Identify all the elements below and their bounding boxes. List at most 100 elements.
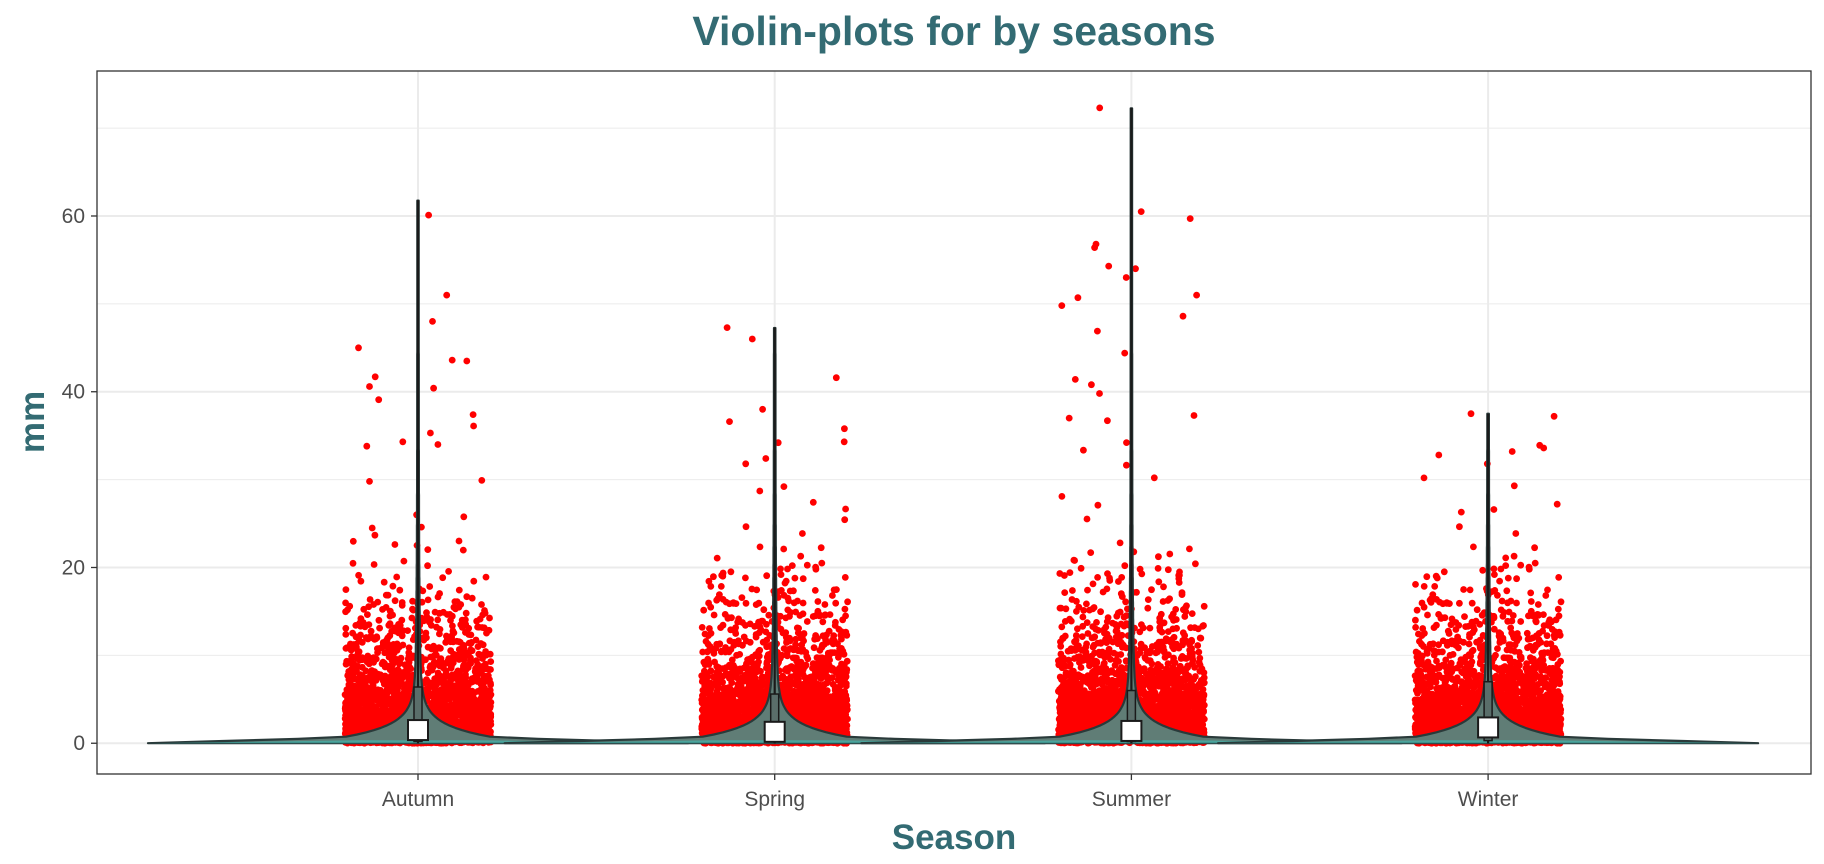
data-point xyxy=(398,602,406,609)
data-point xyxy=(791,574,799,582)
data-point xyxy=(359,724,367,732)
data-point xyxy=(424,643,432,651)
data-point xyxy=(342,728,350,736)
data-point xyxy=(436,609,443,617)
data-point xyxy=(474,643,482,650)
data-point xyxy=(436,626,444,633)
data-point xyxy=(700,606,708,614)
data-point xyxy=(355,571,362,579)
data-point xyxy=(777,625,785,633)
data-point xyxy=(404,687,412,695)
data-point xyxy=(358,638,366,646)
data-point xyxy=(726,600,733,608)
data-point xyxy=(462,671,469,679)
data-point xyxy=(707,679,714,687)
data-point xyxy=(467,646,474,654)
data-point xyxy=(384,662,392,670)
data-point xyxy=(449,622,456,630)
data-point xyxy=(370,659,377,666)
outlier-point xyxy=(463,357,471,365)
data-point xyxy=(397,693,405,701)
data-point xyxy=(386,632,394,640)
data-point xyxy=(369,683,377,690)
data-point xyxy=(742,599,750,607)
data-point xyxy=(342,691,349,698)
data-point xyxy=(811,587,819,594)
data-point xyxy=(364,611,371,618)
data-point xyxy=(486,614,493,622)
data-point xyxy=(756,646,764,654)
data-point xyxy=(782,577,790,585)
data-point xyxy=(480,706,488,714)
data-point xyxy=(386,707,393,714)
data-point xyxy=(826,656,833,664)
data-point xyxy=(823,639,831,646)
data-point xyxy=(409,605,416,613)
data-point xyxy=(449,638,457,646)
data-point xyxy=(796,612,804,619)
data-point xyxy=(816,647,824,654)
data-point xyxy=(449,627,457,635)
data-point xyxy=(405,652,413,660)
data-point xyxy=(366,596,374,603)
data-point xyxy=(482,689,490,697)
data-point xyxy=(371,531,379,539)
data-point xyxy=(486,704,494,712)
data-point xyxy=(720,690,727,698)
data-point xyxy=(732,665,739,673)
data-point xyxy=(830,632,838,640)
data-point xyxy=(730,638,738,646)
data-point xyxy=(464,691,471,698)
data-point xyxy=(834,676,842,684)
data-point xyxy=(366,478,373,485)
data-point xyxy=(732,630,740,637)
data-point xyxy=(707,629,715,637)
data-point xyxy=(469,678,477,685)
data-point xyxy=(487,721,495,728)
data-point xyxy=(725,684,733,691)
data-point xyxy=(460,513,468,521)
data-point xyxy=(427,621,435,629)
outlier-point xyxy=(443,291,451,299)
data-point xyxy=(456,695,463,703)
outlier-point xyxy=(375,396,383,404)
data-point xyxy=(363,698,371,705)
data-point xyxy=(445,568,452,575)
data-point xyxy=(450,671,458,679)
data-point xyxy=(445,655,453,662)
data-point xyxy=(445,688,453,696)
data-point xyxy=(370,561,378,568)
data-point xyxy=(440,676,447,684)
data-point xyxy=(701,630,709,638)
data-point xyxy=(342,599,349,607)
outlier-point xyxy=(427,429,434,437)
data-point xyxy=(482,573,490,581)
data-point xyxy=(707,583,715,590)
data-point xyxy=(382,591,390,599)
data-point xyxy=(754,697,761,704)
data-point xyxy=(760,606,768,614)
data-point xyxy=(356,681,363,688)
data-point xyxy=(424,546,432,553)
data-point xyxy=(342,624,350,632)
data-point xyxy=(463,717,470,724)
data-point xyxy=(365,603,373,611)
data-point xyxy=(395,629,402,637)
data-point xyxy=(393,657,401,665)
data-point xyxy=(812,612,820,620)
data-point xyxy=(342,631,350,638)
data-point xyxy=(427,653,435,661)
data-point xyxy=(799,530,806,537)
data-point xyxy=(455,638,463,646)
data-point xyxy=(342,660,350,668)
outlier-point xyxy=(448,356,456,364)
data-point xyxy=(473,704,480,712)
data-point xyxy=(478,680,486,688)
data-point xyxy=(717,624,724,631)
data-point xyxy=(404,627,411,634)
outlier-point xyxy=(429,318,436,325)
data-point xyxy=(464,661,472,669)
data-point xyxy=(390,674,398,682)
data-point xyxy=(844,598,851,606)
